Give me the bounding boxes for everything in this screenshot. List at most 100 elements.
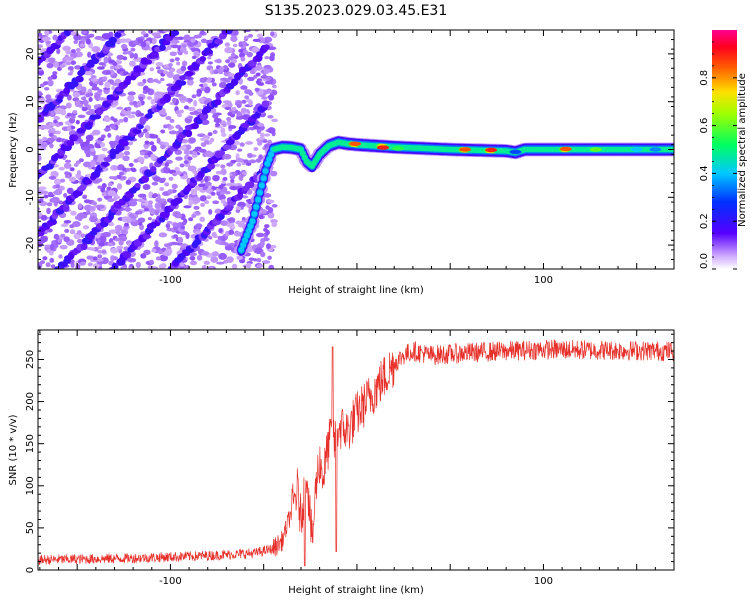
- noise-speckle: [201, 264, 207, 269]
- diagonal-track-mark: [145, 87, 151, 92]
- noise-speckle: [131, 168, 137, 173]
- noise-speckle: [224, 42, 230, 47]
- noise-speckle: [45, 40, 52, 45]
- noise-speckle: [77, 203, 83, 209]
- noise-speckle: [265, 243, 272, 250]
- noise-speckle: [160, 77, 165, 82]
- noise-speckle: [66, 125, 72, 132]
- snr-x-tick-label: 100: [534, 576, 553, 587]
- noise-speckle: [210, 256, 219, 263]
- diagonal-track-mark: [244, 35, 249, 40]
- spectrogram-x-axis-label: Height of straight line (km): [288, 285, 424, 296]
- diagonal-track-mark: [192, 151, 198, 156]
- noise-speckle: [67, 72, 73, 76]
- noise-speckle: [186, 79, 194, 86]
- diagonal-track-mark: [228, 25, 235, 30]
- noise-speckle: [158, 264, 165, 269]
- noise-speckle: [166, 71, 174, 78]
- noise-speckle: [242, 171, 247, 176]
- noise-speckle: [172, 222, 179, 228]
- diagonal-track-mark: [230, 52, 236, 57]
- noise-speckle: [38, 153, 42, 161]
- diagonal-track-mark: [122, 24, 129, 29]
- snr-series-line: [38, 338, 674, 567]
- noise-speckle: [101, 183, 107, 189]
- noise-speckle: [256, 33, 264, 39]
- noise-speckle: [101, 147, 108, 152]
- diagonal-track-mark: [164, 182, 170, 187]
- ridge-hot-spot: [392, 146, 404, 151]
- diagonal-track-mark: [122, 251, 132, 259]
- diagonal-track-mark: [196, 92, 202, 97]
- noise-speckle: [224, 242, 229, 247]
- noise-speckle: [231, 263, 238, 269]
- noise-speckle: [78, 138, 84, 144]
- noise-speckle: [211, 251, 219, 257]
- diagonal-track-mark: [191, 213, 197, 218]
- noise-speckle: [218, 252, 228, 260]
- noise-speckle: [147, 217, 152, 221]
- ridge-core: [266, 156, 273, 162]
- diagonal-track-mark: [212, 130, 218, 134]
- diagonal-track-mark: [74, 215, 80, 220]
- diagonal-track-mark: [52, 71, 58, 76]
- noise-speckle: [151, 181, 159, 186]
- noise-speckle: [75, 120, 80, 125]
- noise-speckle: [97, 97, 107, 101]
- noise-speckle: [246, 51, 253, 58]
- noise-speckle: [91, 46, 101, 53]
- diagonal-track-mark: [207, 132, 213, 137]
- noise-speckle: [110, 255, 115, 262]
- noise-speckle: [172, 97, 177, 104]
- diagonal-track-mark: [118, 171, 124, 176]
- diagonal-track-mark: [195, 210, 201, 215]
- diagonal-track-mark: [204, 140, 210, 145]
- noise-speckle: [50, 264, 56, 269]
- noise-speckle: [122, 51, 128, 55]
- noise-speckle: [127, 91, 136, 96]
- noise-speckle: [204, 181, 212, 186]
- noise-speckle: [247, 76, 255, 82]
- snr-x-tick-label: -100: [159, 576, 182, 587]
- noise-speckle: [125, 206, 131, 212]
- noise-speckle: [96, 204, 105, 209]
- diagonal-track-mark: [158, 250, 164, 255]
- noise-speckle: [165, 115, 172, 121]
- noise-speckle: [220, 127, 226, 134]
- diagonal-track-mark: [69, 224, 75, 229]
- noise-speckle: [82, 161, 92, 168]
- noise-speckle: [233, 43, 238, 48]
- noise-speckle: [246, 98, 252, 103]
- noise-speckle: [257, 123, 265, 127]
- noise-speckle: [261, 96, 268, 100]
- noise-speckle: [223, 79, 231, 83]
- diagonal-track-mark: [92, 114, 102, 120]
- noise-speckle: [177, 236, 184, 244]
- noise-speckle: [98, 242, 106, 247]
- noise-speckle: [222, 100, 232, 104]
- diagonal-track-mark: [178, 30, 182, 31]
- diagonal-track-mark: [236, 103, 242, 108]
- diagonal-track-mark: [130, 47, 136, 52]
- noise-speckle: [123, 116, 129, 123]
- ridge-core: [245, 228, 252, 234]
- diagonal-track-mark: [255, 80, 261, 85]
- noise-speckle: [58, 166, 65, 171]
- diagonal-track-mark: [173, 234, 179, 239]
- noise-speckle: [233, 140, 240, 146]
- noise-speckle: [265, 205, 270, 210]
- noise-speckle: [136, 198, 145, 202]
- noise-speckle: [48, 175, 57, 180]
- noise-speckle: [230, 178, 235, 183]
- spectrogram-y-tick-label: 20: [25, 48, 36, 61]
- diagonal-track-mark: [55, 184, 61, 189]
- diagonal-track-mark: [200, 87, 206, 91]
- noise-speckle: [88, 96, 93, 103]
- snr-y-tick-label: 200: [25, 392, 36, 411]
- noise-speckle: [110, 247, 119, 254]
- diagonal-track-mark: [167, 63, 173, 67]
- noise-speckle: [179, 266, 185, 269]
- diagonal-track-mark: [137, 210, 143, 215]
- colorbar-gradient: [712, 30, 737, 269]
